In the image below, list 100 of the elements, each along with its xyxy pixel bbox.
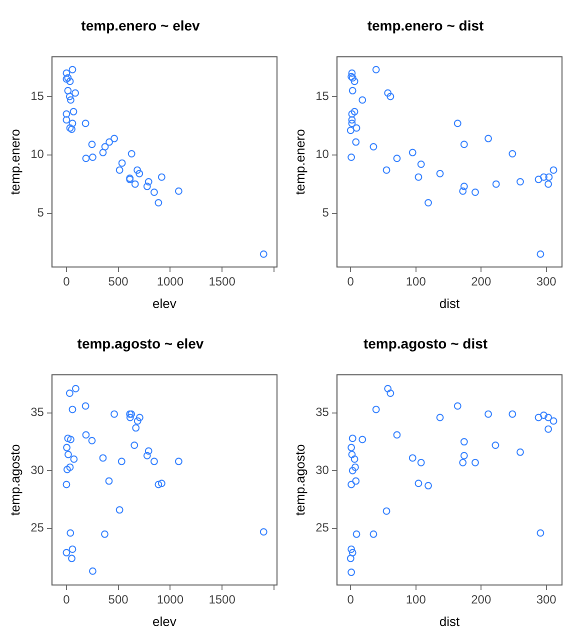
point: [82, 402, 90, 410]
point: [352, 530, 360, 538]
point: [70, 455, 78, 463]
point: [63, 466, 71, 474]
x-axis-title: elev: [152, 614, 177, 629]
y-axis-title: temp.agosto: [7, 444, 22, 516]
y-axis-title: temp.enero: [292, 129, 308, 195]
y-tick-label: 10: [30, 147, 44, 162]
point: [408, 454, 416, 462]
point: [110, 134, 118, 142]
x-tick-label: 500: [108, 274, 129, 289]
x-tick-label: 1000: [156, 274, 184, 289]
x-tick-label: 0: [347, 592, 354, 607]
x-axis-title: elev: [152, 296, 177, 311]
point: [350, 108, 358, 116]
point: [550, 166, 558, 174]
point: [132, 424, 140, 432]
point: [62, 480, 70, 488]
x-axis-title: dist: [439, 614, 460, 629]
point: [348, 110, 356, 118]
point: [348, 450, 356, 458]
y-tick-label: 15: [30, 88, 44, 103]
point: [544, 425, 552, 433]
chart-title: temp.agosto ~ dist: [363, 335, 488, 352]
x-tick-label: 500: [108, 592, 129, 607]
point: [88, 140, 96, 148]
point: [358, 436, 366, 444]
point: [66, 529, 74, 537]
point: [130, 442, 138, 449]
point: [136, 414, 144, 422]
point: [516, 448, 524, 456]
point: [372, 406, 380, 414]
point: [348, 434, 356, 442]
point: [143, 452, 151, 460]
point: [134, 417, 142, 425]
y-tick-label: 15: [316, 88, 330, 103]
point: [459, 458, 467, 466]
point: [352, 124, 360, 132]
x-tick-label: 100: [406, 274, 426, 289]
point: [68, 545, 76, 553]
point: [386, 390, 394, 398]
point: [150, 188, 158, 196]
point: [64, 450, 72, 458]
point: [62, 548, 70, 556]
point: [508, 410, 516, 418]
point: [459, 187, 467, 195]
point: [351, 463, 359, 471]
point: [68, 554, 76, 562]
point: [544, 414, 552, 422]
point: [348, 120, 356, 128]
point: [154, 480, 162, 488]
point: [540, 173, 548, 181]
point: [352, 138, 360, 146]
chart-title: temp.enero ~ elev: [81, 17, 200, 34]
point: [536, 250, 544, 258]
y-axis-title: temp.agosto: [292, 444, 308, 516]
point: [136, 170, 144, 178]
y-tick-label: 35: [316, 405, 330, 420]
x-tick-label: 300: [536, 592, 557, 607]
point: [144, 178, 152, 186]
point: [534, 414, 542, 422]
point: [348, 548, 356, 556]
point: [100, 530, 108, 538]
point: [492, 180, 500, 188]
point: [346, 126, 354, 134]
chart-title: temp.enero ~ dist: [367, 17, 484, 34]
point: [68, 120, 76, 128]
point: [408, 148, 416, 156]
point: [471, 458, 479, 466]
y-tick-label: 30: [30, 462, 44, 477]
point: [62, 110, 70, 118]
point: [134, 166, 142, 174]
point: [68, 66, 76, 74]
x-tick-label: 0: [347, 274, 354, 289]
point: [118, 458, 126, 466]
point: [101, 142, 109, 150]
point: [106, 138, 114, 146]
point: [82, 120, 90, 128]
point: [105, 477, 113, 485]
point: [66, 78, 74, 86]
point: [393, 431, 401, 439]
point: [260, 528, 268, 536]
point: [414, 173, 422, 181]
point: [508, 150, 516, 158]
point: [386, 92, 394, 100]
point: [348, 153, 356, 161]
point: [88, 567, 96, 575]
point: [88, 153, 96, 161]
point: [66, 96, 74, 104]
point: [66, 124, 74, 132]
point: [544, 180, 552, 188]
point: [492, 442, 500, 449]
point: [545, 173, 553, 181]
point: [384, 89, 392, 97]
point: [72, 89, 80, 97]
point: [348, 69, 356, 77]
point: [417, 160, 425, 168]
x-tick-label: 0: [63, 274, 70, 289]
point: [118, 159, 126, 167]
y-tick-label: 25: [316, 520, 330, 535]
